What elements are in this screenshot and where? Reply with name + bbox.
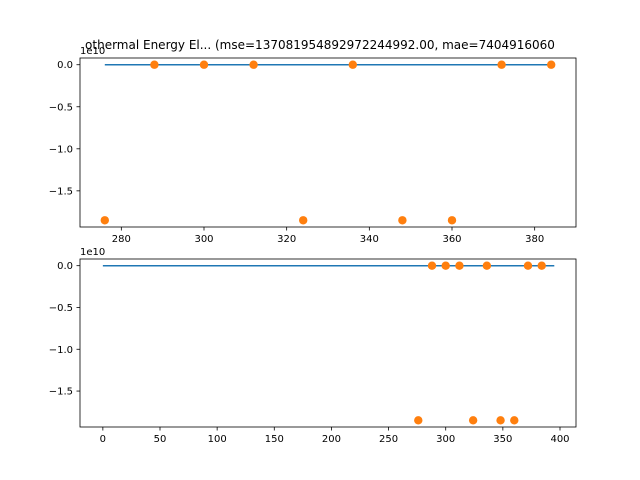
axes-frame (79, 57, 577, 228)
y-tick-label: −0.5 (49, 102, 73, 113)
x-tick-label: 400 (550, 434, 569, 445)
data-point (427, 261, 437, 270)
y-tick-label: −1.0 (49, 144, 73, 155)
data-point (100, 216, 110, 225)
y-offset-label: 1e10 (80, 46, 105, 57)
y-tick-label: 0.0 (57, 261, 73, 272)
x-tick-label: 100 (208, 434, 227, 445)
x-tick-label: 0 (100, 434, 106, 445)
axes-frame (79, 258, 577, 428)
x-tick-label: 300 (194, 234, 213, 245)
plots: 280 300 320 340 360 380 0.0 −0.5 −1.0 −1.5 1e10 0 50… (49, 46, 577, 445)
data-point (455, 261, 464, 270)
y-tick-label: −0.5 (49, 303, 73, 314)
x-tick-label: 380 (525, 234, 544, 245)
y-tick-label: −1.5 (49, 387, 73, 398)
y-offset-label: 1e10 (80, 247, 105, 258)
x-tick-label: 150 (265, 434, 284, 445)
y-tick-label: −1.5 (49, 186, 73, 197)
x-tick-label: 300 (436, 434, 455, 445)
data-point (482, 261, 492, 270)
data-point (249, 60, 258, 69)
data-point (150, 60, 159, 69)
data-point (468, 416, 478, 425)
x-tick-label: 350 (493, 434, 512, 445)
x-tick-label: 280 (112, 234, 131, 245)
x-tick-label: 320 (277, 234, 296, 245)
data-point (523, 261, 533, 270)
data-point (510, 416, 519, 425)
data-point (496, 416, 505, 425)
data-point (441, 261, 450, 270)
data-point (299, 216, 308, 225)
x-tick-label: 250 (379, 434, 398, 445)
x-tick-label: 340 (360, 234, 379, 245)
x-tick-label: 50 (154, 434, 167, 445)
subplot-2: 0 50 100 150 200 250 300 350 400 0.0 −0.5 −1.0 −1.5 1… (49, 247, 577, 445)
data-point (398, 216, 407, 225)
data-point (537, 261, 546, 270)
data-point (447, 216, 457, 225)
x-tick-label: 360 (442, 234, 461, 245)
y-tick-label: −1.0 (49, 345, 73, 356)
data-point (199, 60, 209, 69)
data-point (547, 60, 556, 69)
data-point (348, 60, 357, 69)
y-tick-label: 0.0 (57, 60, 73, 71)
subplot-1: 280 300 320 340 360 380 0.0 −0.5 −1.0 −1.5 1e10 (49, 46, 577, 245)
chart-title: othermal Energy El... (mse=1370819548929… (85, 38, 555, 52)
data-point (497, 60, 506, 69)
data-point (414, 416, 423, 425)
x-tick-label: 200 (322, 434, 341, 445)
